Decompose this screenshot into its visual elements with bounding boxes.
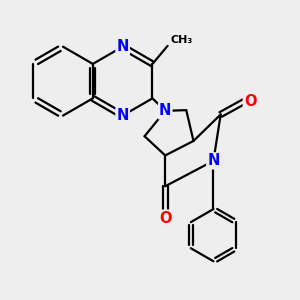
Text: O: O: [244, 94, 256, 109]
Text: N: N: [116, 108, 129, 123]
Text: N: N: [207, 153, 220, 168]
Text: N: N: [116, 39, 129, 54]
Text: CH₃: CH₃: [170, 35, 193, 45]
Text: O: O: [159, 211, 172, 226]
Text: N: N: [159, 103, 171, 118]
